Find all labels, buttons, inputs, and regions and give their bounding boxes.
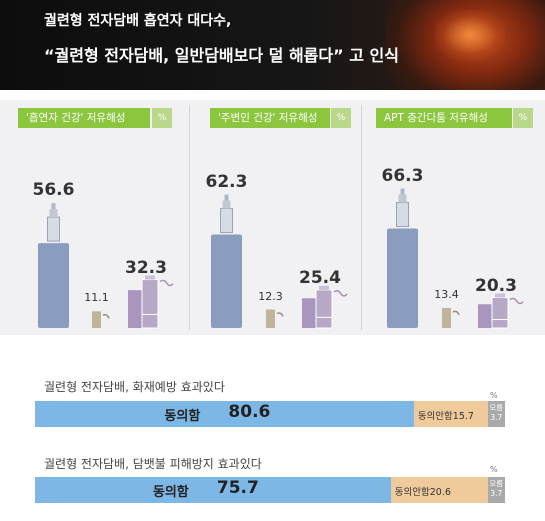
bar-purple-front: [315, 289, 333, 329]
device-body: [220, 208, 233, 234]
bar-purple-front: [141, 279, 159, 329]
device-mouthpiece: [224, 194, 229, 201]
smoke-icon: [102, 314, 110, 319]
smoke-icon: [333, 290, 348, 297]
segment-agree: 동의함 80.6: [35, 401, 414, 427]
value-label: 13.4: [434, 287, 459, 301]
device-tip: [49, 209, 58, 218]
segment-dont-know: 모름 3.7: [487, 477, 505, 503]
dont-know-label: 모름 3.7: [489, 403, 504, 422]
agree-label: 동의함: [164, 409, 201, 424]
stacked-bar-ember-damage: 동의함 75.7 동의안함20.6 모름 3.7: [35, 477, 505, 503]
device-body: [47, 216, 60, 242]
unit-label: %: [490, 391, 498, 400]
header-banner: 궐련형 전자담배 흡연자 대다수, “궐련형 전자담배, 일반담배보다 덜 해롭…: [0, 0, 545, 90]
segment-disagree: 동의안함15.7: [413, 401, 488, 427]
bar-tall: [387, 228, 418, 328]
panel-title: '흡연자 건강' 저유해성: [18, 108, 150, 128]
device-body: [396, 202, 409, 228]
value-label: 62.3: [205, 171, 248, 192]
value-label: 32.3: [125, 257, 167, 278]
value-label: 25.4: [299, 267, 341, 288]
panel-title: '주변인 건강' 저유해성: [210, 108, 330, 128]
bar-middle: [92, 311, 101, 328]
unit-badge: %: [331, 108, 351, 128]
question-ember-damage: 궐련형 전자담배, 담뱃불 피해방지 효과있다: [44, 457, 262, 471]
smoke-icon: [509, 297, 524, 305]
headline-line-2: “궐련형 전자담배, 일반담배보다 덜 해롭다” 고 인식: [44, 46, 399, 65]
agree-value: 75.7: [216, 478, 259, 498]
question-fire-prevention: 궐련형 전자담배, 화재예방 효과있다: [44, 380, 225, 394]
ember-glow: [435, 10, 505, 60]
device-tip: [398, 194, 407, 203]
panel-smoker-health: '흡연자 건강' 저유해성 %: [0, 100, 190, 335]
cigarette-tip: [319, 285, 329, 290]
panel-divider: [361, 105, 362, 330]
bar-middle: [266, 309, 275, 328]
agree-label: 동의함: [152, 485, 189, 500]
stacked-bar-fire-prevention: 동의함 80.6 동의안함15.7 모름 3.7: [35, 401, 505, 427]
device-mouthpiece: [51, 203, 56, 210]
agree-value: 80.6: [228, 402, 271, 422]
bar-middle: [442, 307, 451, 328]
unit-badge: %: [152, 108, 172, 128]
disagree-label: 동의안함15.7: [417, 411, 474, 422]
segment-dont-know: 모름 3.7: [487, 401, 505, 427]
unit-label: %: [490, 465, 498, 474]
cigarette-tip: [145, 275, 155, 280]
dont-know-label: 모름 3.7: [489, 479, 504, 498]
smoke-icon: [159, 279, 174, 287]
smoke-icon: [276, 312, 284, 317]
headline-line-1: 궐련형 전자담배 흡연자 대다수,: [44, 13, 232, 29]
device-mouthpiece: [400, 188, 405, 195]
panel-divider: [189, 105, 190, 330]
smoke-icon: [452, 310, 460, 316]
value-label: 11.1: [84, 291, 109, 305]
value-label: 12.3: [258, 289, 283, 303]
value-label: 20.3: [475, 275, 517, 296]
segment-agree: 동의함 75.7: [35, 477, 391, 503]
panel-title: APT 층간다툼 저유해성: [376, 108, 512, 128]
bar-tall: [211, 234, 242, 328]
unit-badge: %: [513, 108, 533, 128]
segment-disagree: 동의안함20.6: [390, 477, 488, 503]
disagree-label: 동의안함20.6: [394, 487, 451, 498]
cigarette-tip: [495, 293, 505, 298]
bar-purple-front: [491, 297, 509, 329]
value-label: 56.6: [32, 180, 75, 201]
device-tip: [222, 200, 231, 209]
bar-tall: [38, 243, 69, 328]
value-label: 66.3: [381, 165, 424, 186]
